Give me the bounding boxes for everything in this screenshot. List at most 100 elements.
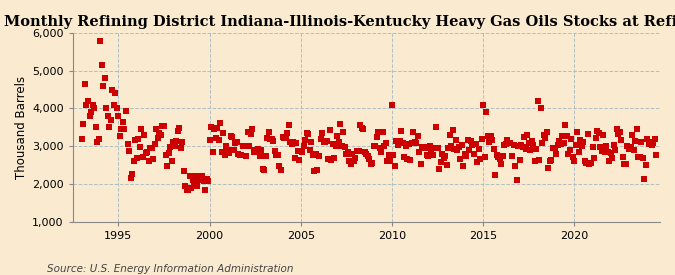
Point [421,153,432,158]
Point [171,139,182,143]
Point [497,153,508,158]
Point [131,156,142,161]
Point [630,139,641,143]
Point [267,137,277,141]
Point [610,148,621,152]
Point [201,176,212,181]
Point [261,154,271,159]
Point [620,161,631,166]
Point [389,164,400,169]
Point [448,127,458,132]
Point [568,155,578,160]
Point [647,142,657,147]
Point [622,144,633,148]
Point [583,131,593,136]
Point [491,153,502,157]
Point [321,139,332,143]
Point [423,154,434,158]
Point [625,145,636,149]
Point [340,145,350,150]
Point [535,106,546,111]
Point [467,143,478,147]
Point [318,140,329,144]
Point [619,162,630,166]
Point [127,172,138,177]
Point [304,148,315,152]
Point [399,155,410,159]
Point [113,114,124,118]
Point [213,137,224,142]
Point [206,125,217,129]
Point [300,138,310,142]
Point [342,150,353,154]
Point [631,126,642,131]
Point [323,157,333,162]
Point [370,144,381,148]
Point [618,154,628,159]
Point [239,144,250,148]
Point [182,188,192,192]
Point [543,166,554,170]
Point [221,144,232,148]
Point [327,142,338,146]
Point [456,143,467,148]
Point [354,122,365,127]
Point [93,136,104,141]
Point [593,131,604,135]
Point [196,174,207,178]
Point [119,126,130,131]
Point [265,137,276,141]
Point [335,122,346,126]
Point [375,145,385,150]
Point [642,137,653,141]
Point [97,63,107,67]
Point [604,159,615,163]
Point [450,138,461,142]
Point [406,141,417,145]
Point [195,178,206,182]
Point [595,145,605,149]
Point [253,147,264,151]
Point [612,127,622,131]
Point [513,144,524,148]
Point [580,159,591,163]
Point [500,142,511,146]
Point [402,156,412,161]
Point [290,156,300,160]
Point [557,133,568,138]
Point [371,135,382,139]
Point [281,131,292,135]
Point [207,150,218,154]
Point [109,103,119,107]
Point [172,129,183,133]
Point [223,148,234,152]
Point [479,154,490,159]
Point [107,87,117,92]
Point [178,168,189,173]
Point [549,146,560,150]
Point [103,114,113,118]
Point [586,161,597,165]
Point [275,168,286,172]
Point [165,145,176,149]
Point [245,132,256,136]
Point [122,142,133,146]
Title: Monthly Refining District Indiana-Illinois-Kentucky Heavy Gas Oils Stocks at Ref: Monthly Refining District Indiana-Illino… [4,15,675,29]
Point [599,150,610,154]
Point [186,186,196,190]
Point [608,143,619,147]
Point [177,139,188,144]
Point [254,154,265,158]
Point [274,164,285,169]
Point [359,150,370,154]
Point [613,132,624,137]
Point [470,142,481,146]
Point [632,155,643,160]
Point [546,158,557,163]
Point [217,150,227,154]
Point [189,182,200,186]
Point [124,148,134,153]
Point [128,159,139,164]
Point [173,126,184,130]
Point [341,152,352,156]
